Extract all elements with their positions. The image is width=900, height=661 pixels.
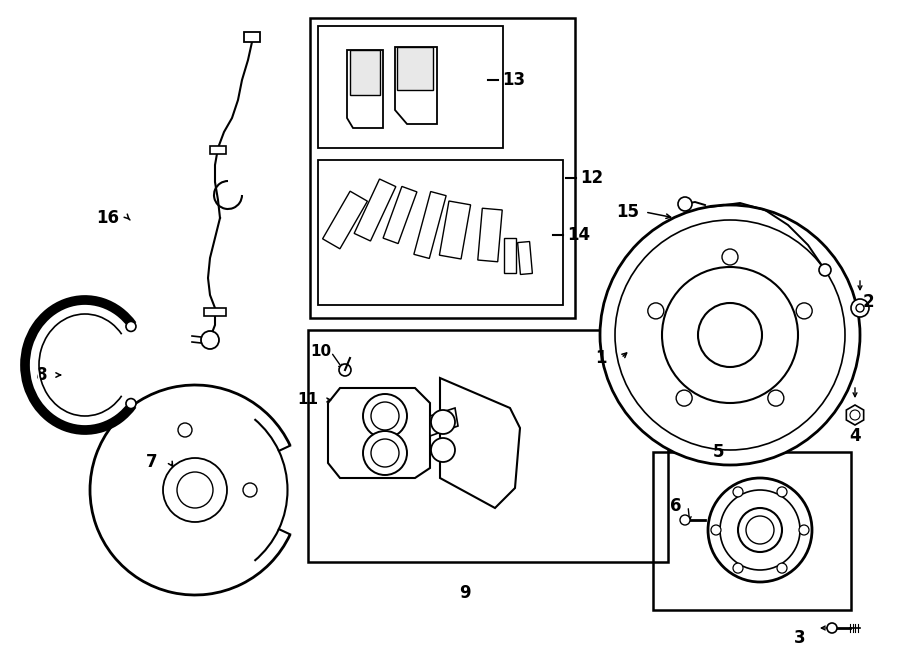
Text: 13: 13 xyxy=(502,71,525,89)
Polygon shape xyxy=(478,208,502,262)
Polygon shape xyxy=(397,47,433,90)
Circle shape xyxy=(201,331,219,349)
Text: 6: 6 xyxy=(670,497,682,515)
Polygon shape xyxy=(322,191,367,249)
Circle shape xyxy=(799,525,809,535)
Circle shape xyxy=(722,249,738,265)
Polygon shape xyxy=(383,186,417,243)
Text: 12: 12 xyxy=(580,169,603,187)
Polygon shape xyxy=(518,241,533,274)
Text: 15: 15 xyxy=(616,203,640,221)
Bar xyxy=(244,32,260,42)
Circle shape xyxy=(711,525,721,535)
Circle shape xyxy=(126,399,136,408)
Circle shape xyxy=(648,303,664,319)
Circle shape xyxy=(733,563,743,573)
Polygon shape xyxy=(355,179,396,241)
Text: 4: 4 xyxy=(850,427,860,445)
Text: 2: 2 xyxy=(862,293,874,311)
Bar xyxy=(308,330,668,562)
Text: 11: 11 xyxy=(298,393,319,407)
Polygon shape xyxy=(439,201,471,259)
Polygon shape xyxy=(430,408,458,436)
Polygon shape xyxy=(328,388,430,478)
Polygon shape xyxy=(395,47,437,124)
Polygon shape xyxy=(414,192,446,258)
Circle shape xyxy=(768,390,784,406)
Circle shape xyxy=(851,299,869,317)
Circle shape xyxy=(363,431,407,475)
Text: 3: 3 xyxy=(794,629,806,647)
Text: 16: 16 xyxy=(96,209,120,227)
Polygon shape xyxy=(350,50,380,95)
Text: 8: 8 xyxy=(36,366,48,384)
Circle shape xyxy=(708,478,812,582)
Circle shape xyxy=(600,205,860,465)
Bar xyxy=(653,452,851,610)
Text: 7: 7 xyxy=(146,453,158,471)
Circle shape xyxy=(819,264,831,276)
Bar xyxy=(310,18,575,318)
Circle shape xyxy=(678,197,692,211)
Bar xyxy=(210,146,226,154)
Circle shape xyxy=(856,304,864,312)
Polygon shape xyxy=(347,50,383,128)
Circle shape xyxy=(431,410,455,434)
Circle shape xyxy=(363,394,407,438)
Bar xyxy=(318,26,503,148)
Text: 10: 10 xyxy=(310,344,331,360)
Text: 1: 1 xyxy=(595,349,607,367)
Circle shape xyxy=(431,438,455,462)
Bar xyxy=(318,160,563,305)
Circle shape xyxy=(733,487,743,497)
Circle shape xyxy=(676,390,692,406)
Circle shape xyxy=(827,623,837,633)
Text: 14: 14 xyxy=(567,226,590,244)
Bar xyxy=(204,308,226,316)
Circle shape xyxy=(777,563,787,573)
Circle shape xyxy=(126,321,136,331)
Text: 9: 9 xyxy=(459,584,471,602)
Text: 5: 5 xyxy=(712,443,724,461)
Circle shape xyxy=(777,487,787,497)
Circle shape xyxy=(680,515,690,525)
Circle shape xyxy=(339,364,351,376)
Polygon shape xyxy=(440,378,520,508)
Polygon shape xyxy=(504,237,516,272)
Circle shape xyxy=(796,303,812,319)
